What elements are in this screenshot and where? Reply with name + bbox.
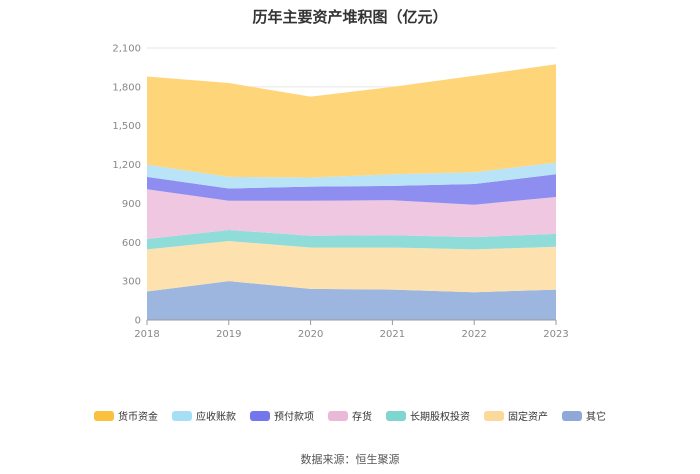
y-tick-label: 600: [122, 238, 141, 249]
legend-swatch: [484, 410, 504, 421]
legend-item[interactable]: 固定资产: [484, 408, 548, 423]
y-tick-label: 1,200: [112, 160, 141, 171]
legend-item[interactable]: 应收账款: [172, 408, 236, 423]
x-tick-label: 2020: [298, 329, 323, 340]
legend-label: 应收账款: [196, 412, 236, 423]
x-tick-label: 2021: [380, 329, 405, 340]
area-series-长期股权投资: [147, 230, 556, 250]
legend-label: 长期股权投资: [410, 412, 470, 423]
axis-layer: 0 300 600 900 1,200 1,500 1,800 2,100 2018 2019 20…: [112, 44, 568, 341]
x-tick-label: 2019: [216, 329, 241, 340]
legend-item[interactable]: 存货: [328, 408, 372, 423]
area-series-预付款项: [147, 174, 556, 205]
y-tick-label: 900: [122, 199, 141, 210]
legend: 货币资金 应收账款 预付款项 存货 长期股权投资 固定资产 其它: [0, 408, 700, 423]
data-source: 数据来源：恒生聚源: [300, 453, 400, 466]
legend-swatch: [328, 410, 348, 421]
area-series-其它: [147, 281, 556, 320]
y-tick-label: 1,500: [112, 121, 141, 132]
legend-swatch: [386, 410, 406, 421]
legend-label: 其它: [586, 412, 606, 423]
legend-label: 存货: [352, 412, 372, 423]
legend-label: 固定资产: [508, 412, 548, 423]
legend-item[interactable]: 预付款项: [250, 408, 314, 423]
area-series-固定资产: [147, 241, 556, 293]
legend-swatch: [250, 410, 270, 421]
y-tick-label: 300: [122, 277, 141, 288]
area-series-存货: [147, 189, 556, 239]
area-series-应收账款: [147, 162, 556, 189]
x-tick-label: 2023: [543, 329, 568, 340]
legend-swatch: [172, 410, 192, 421]
x-tick-label: 2018: [134, 329, 159, 340]
legend-label: 预付款项: [274, 412, 314, 423]
legend-label: 货币资金: [118, 412, 158, 423]
y-tick-label: 1,800: [112, 82, 141, 93]
stacked-area-chart: 0 300 600 900 1,200 1,500 1,800 2,100 2018 2019 20…: [112, 44, 568, 341]
legend-item[interactable]: 长期股权投资: [386, 408, 470, 423]
chart-title: 历年主要资产堆积图（亿元）: [252, 8, 448, 26]
legend-swatch: [562, 410, 582, 421]
y-tick-label: 0: [135, 316, 141, 327]
legend-item[interactable]: 货币资金: [94, 408, 158, 423]
area-layer: [147, 64, 556, 320]
area-series-货币资金: [147, 64, 556, 178]
x-tick-label: 2022: [461, 329, 486, 340]
legend-swatch: [94, 410, 114, 421]
y-tick-label: 2,100: [112, 44, 141, 55]
legend-item[interactable]: 其它: [562, 408, 606, 423]
